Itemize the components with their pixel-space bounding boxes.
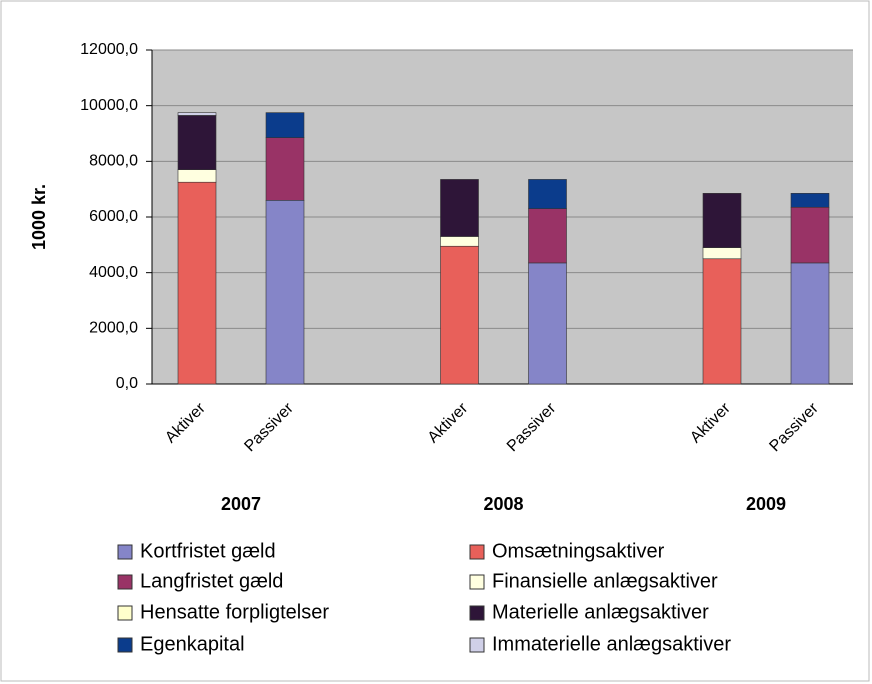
legend-label: Egenkapital	[140, 633, 245, 655]
legend-swatch	[117, 574, 133, 590]
legend-label: Omsætningsaktiver	[492, 540, 665, 562]
legend-swatch	[469, 574, 485, 590]
bar-segment	[265, 112, 305, 138]
bar-segment	[265, 200, 305, 385]
bar-segment	[440, 179, 479, 237]
legend-swatch	[117, 605, 133, 621]
legend-swatch	[117, 637, 133, 653]
bar-segment	[702, 247, 742, 260]
legend-label: Finansielle anlægsaktiver	[492, 570, 718, 592]
bar-segment	[702, 193, 742, 248]
legend-swatch	[469, 605, 485, 621]
legend-label: Langfristet gæld	[140, 570, 283, 592]
bar-segment	[790, 262, 830, 385]
y-axis-label: 1000 kr.	[29, 184, 49, 250]
bar-segment	[177, 181, 217, 385]
bar-segment	[528, 208, 567, 264]
bar-segment	[790, 193, 830, 208]
bar-segment	[177, 115, 217, 170]
y-tick-label: 8000,0	[89, 153, 138, 170]
legend-label: Hensatte forpligtelser	[140, 601, 329, 623]
bar-segment	[440, 245, 479, 385]
group-label: 2008	[483, 494, 523, 514]
group-label: 2007	[221, 494, 261, 514]
legend-swatch	[117, 544, 133, 560]
legend-label: Kortfristet gæld	[140, 540, 276, 562]
bar-segment	[528, 262, 567, 385]
legend-swatch	[469, 637, 485, 653]
legend-swatch	[469, 544, 485, 560]
group-label: 2009	[746, 494, 786, 514]
bar-segment	[790, 206, 830, 264]
y-tick-label: 10000,0	[80, 97, 138, 114]
bar-segment	[440, 236, 479, 247]
y-tick-label: 2000,0	[89, 320, 138, 337]
bar-segment	[177, 169, 217, 183]
legend-label: Materielle anlægsaktiver	[492, 601, 709, 623]
legend-label: Immaterielle anlægsaktiver	[492, 633, 731, 655]
y-tick-label: 4000,0	[89, 264, 138, 281]
y-tick-label: 0,0	[116, 375, 138, 392]
bar-segment	[702, 258, 742, 385]
bar-segment	[528, 179, 567, 209]
y-tick-label: 12000,0	[80, 41, 138, 58]
bar-segment	[265, 137, 305, 201]
bar-segment	[177, 112, 217, 116]
y-tick-label: 6000,0	[89, 208, 138, 225]
